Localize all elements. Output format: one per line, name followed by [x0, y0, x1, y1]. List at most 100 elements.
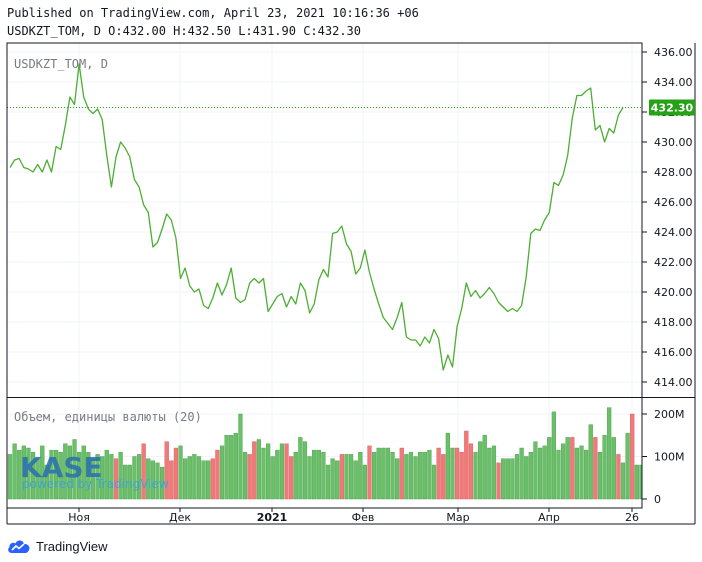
volume-bar: [505, 458, 510, 500]
volume-bar: [136, 454, 142, 500]
time-tick-label: 2021: [257, 511, 288, 524]
price-tick-label: 428.00: [654, 166, 693, 179]
volume-bar: [501, 458, 506, 500]
volume-bar: [173, 447, 179, 500]
volume-bar: [381, 447, 386, 500]
volume-bar: [593, 437, 598, 500]
volume-bar: [385, 447, 391, 500]
volume-bar: [418, 452, 423, 500]
volume-bar: [630, 413, 635, 500]
volume-bar: [395, 458, 400, 500]
volume-bar: [90, 458, 96, 500]
volume-bar: [192, 454, 197, 500]
volume-bar: [159, 466, 165, 500]
volume-bar: [123, 464, 128, 500]
volume-bar: [127, 464, 132, 500]
volume-bar: [565, 437, 570, 500]
volume-bar: [344, 454, 349, 500]
price-pane-title: USDKZT_TOM, D: [14, 57, 108, 71]
volume-bar: [270, 456, 275, 500]
volume-bar: [40, 445, 45, 500]
volume-bar: [533, 441, 538, 500]
volume-bar: [275, 449, 280, 500]
volume-bar: [644, 457, 648, 500]
volume-bar: [519, 447, 524, 500]
volume-bar: [219, 445, 225, 500]
volume-pane-title: Объем, единицы валюты (20): [14, 410, 202, 424]
volume-bar: [63, 443, 68, 500]
price-tick-label: 426.00: [654, 196, 693, 209]
volume-bar: [224, 435, 229, 500]
kase-logo-tagline: powered by TradingView: [22, 477, 169, 491]
volume-bar: [141, 443, 146, 500]
volume-bar: [634, 464, 639, 500]
volume-bar: [86, 452, 91, 500]
volume-bar: [302, 441, 308, 500]
volume-bar: [556, 449, 561, 500]
volume-bar: [362, 464, 367, 500]
price-line: [9, 63, 624, 371]
volume-bar: [482, 435, 487, 500]
volume-bar: [206, 460, 211, 500]
volume-bar: [335, 460, 340, 500]
volume-bar: [252, 441, 257, 500]
volume-bar: [279, 443, 285, 500]
volume-bar: [427, 449, 432, 500]
volume-bar: [390, 452, 395, 500]
volume-tick-label: 200M: [654, 408, 685, 421]
price-tick-label: 416.00: [654, 346, 693, 359]
ohlc-info: USDKZT_TOM, D O:432.00 H:432.50 L:431.90…: [7, 24, 362, 38]
volume-bar: [30, 452, 36, 500]
volume-bar: [150, 460, 155, 500]
volume-bar: [464, 430, 469, 500]
volume-bar: [321, 452, 326, 500]
volume-bar: [459, 452, 464, 500]
last-price-label: 432.30: [651, 102, 694, 115]
kase-logo: KASE: [20, 451, 103, 484]
tradingview-cloud-icon: [8, 540, 30, 553]
price-tick-label: 430.00: [654, 136, 693, 149]
volume-bar: [266, 443, 271, 500]
volume-bar: [196, 456, 202, 500]
volume-bar: [256, 439, 261, 500]
price-tick-label: 436.00: [654, 46, 693, 59]
price-tick-label: 414.00: [654, 376, 693, 389]
volume-bar: [510, 458, 515, 500]
volume-bar: [445, 432, 450, 500]
volume-bar: [81, 445, 86, 500]
volume-bar: [77, 452, 82, 500]
volume-bar: [312, 449, 317, 500]
volume-bar: [473, 452, 478, 500]
volume-bar: [348, 454, 354, 500]
volume-bar: [399, 447, 404, 500]
volume-bar: [113, 458, 119, 500]
volume-bar: [588, 424, 593, 500]
volume-bar: [542, 445, 547, 500]
volume-bar: [611, 437, 616, 500]
price-tick-label: 424.00: [654, 226, 693, 239]
volume-bar: [616, 454, 621, 500]
tradingview-brand[interactable]: TradingView: [36, 538, 108, 554]
volume-bar: [12, 443, 17, 500]
time-tick-label: 26: [625, 511, 639, 524]
volume-bar: [146, 458, 151, 500]
volume-bar: [26, 447, 31, 500]
volume-bar: [104, 449, 109, 500]
volume-bar: [607, 407, 612, 500]
volume-bar: [132, 456, 137, 500]
price-tick-label: 434.00: [654, 76, 693, 89]
chart-frame: [6, 42, 643, 509]
volume-bar: [560, 443, 566, 500]
volume-bar: [454, 447, 460, 500]
volume-bar: [597, 452, 603, 500]
volume-bar: [358, 452, 363, 500]
volume-bar: [298, 437, 303, 500]
volume-bar: [496, 462, 501, 500]
volume-bar: [215, 449, 220, 500]
volume-bar: [178, 445, 183, 500]
volume-bar: [164, 441, 169, 500]
footer: TradingView: [7, 536, 108, 556]
volume-bar: [468, 443, 474, 500]
volume-bar: [72, 439, 77, 500]
